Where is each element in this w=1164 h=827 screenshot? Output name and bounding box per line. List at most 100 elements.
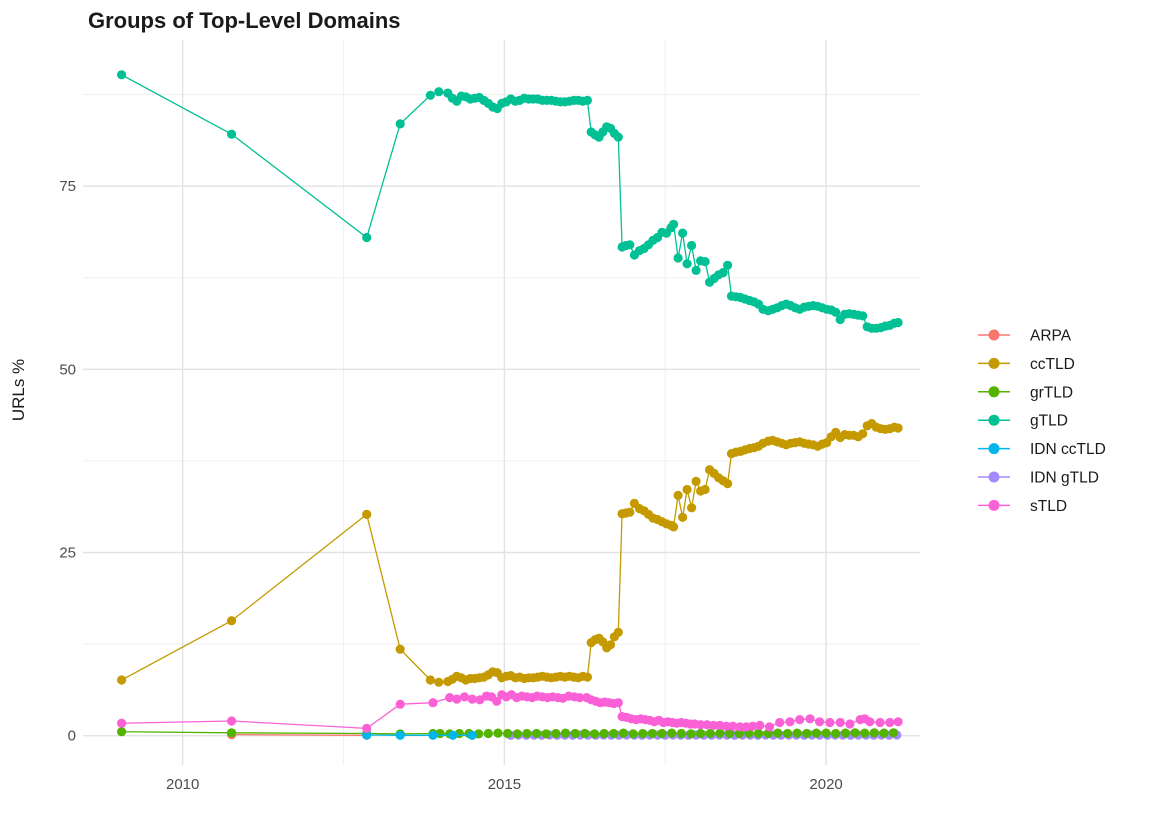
series-stld — [117, 690, 903, 734]
series-arpa — [227, 730, 372, 740]
data-point — [687, 503, 697, 513]
data-point — [541, 729, 551, 739]
data-point — [647, 728, 658, 739]
data-point — [775, 717, 785, 728]
data-point — [434, 677, 444, 687]
legend-key-point — [988, 329, 1000, 341]
data-point — [117, 718, 127, 728]
data-point — [628, 729, 638, 739]
data-point — [696, 720, 706, 730]
legend-label: IDN ccTLD — [1030, 441, 1106, 458]
data-point — [560, 728, 571, 738]
data-point — [723, 479, 733, 489]
data-point — [425, 675, 435, 685]
data-point — [395, 730, 405, 740]
data-point — [117, 727, 127, 737]
data-point — [687, 240, 697, 251]
legend-label: grTLD — [1030, 384, 1073, 401]
data-point — [667, 728, 677, 738]
data-point — [362, 232, 372, 243]
data-point — [448, 730, 458, 740]
data-point — [673, 253, 683, 263]
data-point — [613, 132, 623, 142]
data-point — [893, 317, 903, 328]
data-point — [613, 627, 623, 638]
legend-label: sTLD — [1030, 498, 1067, 515]
data-point — [682, 484, 692, 495]
data-point — [428, 698, 438, 708]
data-point — [718, 268, 728, 278]
data-point — [792, 728, 802, 738]
data-point — [723, 260, 733, 270]
legend-label: ARPA — [1030, 328, 1072, 345]
data-point — [835, 717, 845, 728]
data-point — [395, 119, 405, 129]
data-point — [893, 423, 903, 433]
gridlines — [83, 40, 920, 765]
data-point — [831, 728, 841, 739]
data-point — [117, 70, 127, 80]
data-point — [725, 728, 735, 739]
legend-key-point — [988, 471, 1000, 483]
data-point — [493, 728, 503, 738]
data-point — [570, 728, 580, 739]
data-point — [795, 715, 805, 725]
data-point — [831, 307, 841, 317]
data-point — [748, 721, 758, 731]
data-point — [700, 257, 710, 267]
series-layer — [117, 70, 903, 740]
data-point — [782, 728, 793, 739]
y-tick-label: 75 — [59, 178, 76, 195]
data-point — [609, 728, 619, 739]
data-point — [657, 728, 667, 739]
data-point — [483, 728, 493, 739]
data-point — [728, 721, 738, 731]
data-point — [503, 728, 513, 739]
legend-key-point — [988, 357, 1000, 369]
data-point — [691, 476, 701, 486]
data-point — [785, 717, 795, 727]
data-point — [705, 728, 715, 739]
data-point — [678, 228, 688, 238]
legend-item-gtld: gTLD — [978, 413, 1068, 430]
legend-label: IDN gTLD — [1030, 470, 1099, 487]
data-point — [825, 717, 835, 728]
data-point — [755, 720, 765, 731]
data-point — [582, 95, 593, 105]
data-point — [512, 729, 522, 739]
data-point — [467, 730, 477, 740]
data-point — [773, 728, 783, 738]
data-point — [764, 722, 775, 732]
data-point — [885, 717, 895, 728]
data-point — [821, 728, 831, 738]
x-tick-label: 2020 — [809, 776, 842, 793]
data-point — [582, 672, 593, 682]
legend-item-arpa: ARPA — [978, 328, 1072, 345]
data-point — [227, 728, 237, 738]
legend-key-point — [988, 499, 1000, 511]
data-point — [445, 693, 455, 703]
legend-item-cctld: ccTLD — [978, 356, 1075, 373]
data-point — [532, 728, 542, 739]
data-point — [753, 728, 764, 739]
data-point — [893, 717, 903, 727]
data-point — [805, 714, 815, 724]
data-point — [669, 522, 679, 532]
data-point — [395, 644, 405, 654]
data-point — [682, 259, 692, 269]
data-point — [625, 240, 635, 250]
data-point — [362, 509, 372, 519]
y-tick-label: 0 — [68, 728, 76, 745]
data-point — [227, 616, 237, 626]
data-point — [673, 490, 683, 500]
data-point — [811, 728, 822, 738]
legend-item-idn-cctld: IDN ccTLD — [978, 441, 1106, 458]
data-point — [879, 728, 889, 738]
data-point — [618, 728, 629, 738]
data-point — [492, 696, 502, 706]
data-point — [362, 723, 372, 734]
data-point — [425, 90, 435, 100]
x-tick-label: 2015 — [488, 776, 521, 793]
chart-title: Groups of Top-Level Domains — [88, 8, 401, 33]
